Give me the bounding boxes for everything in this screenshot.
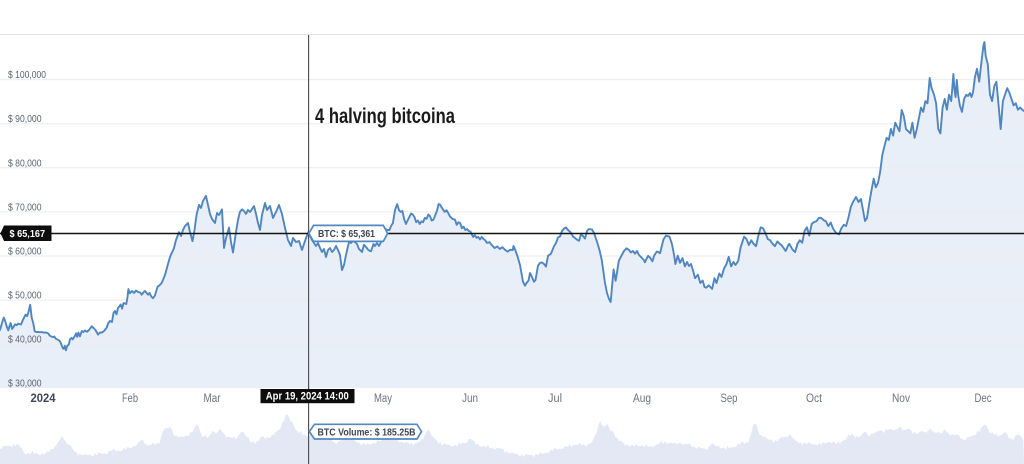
svg-text:$ 60,000: $ 60,000 — [8, 246, 42, 258]
svg-text:2024: 2024 — [31, 391, 56, 405]
svg-text:$ 70,000: $ 70,000 — [8, 201, 42, 213]
svg-text:Jun: Jun — [462, 393, 478, 405]
svg-text:Jul: Jul — [548, 393, 562, 405]
svg-text:$ 30,000: $ 30,000 — [8, 377, 42, 389]
svg-text:Feb: Feb — [122, 393, 138, 405]
svg-text:$ 100,000: $ 100,000 — [8, 69, 46, 81]
svg-text:May: May — [374, 393, 392, 405]
svg-text:$ 65,167: $ 65,167 — [10, 228, 46, 240]
svg-text:BTC: $ 65,361: BTC: $ 65,361 — [318, 229, 375, 240]
svg-text:Mar: Mar — [204, 393, 221, 405]
svg-text:$ 40,000: $ 40,000 — [8, 334, 42, 346]
svg-text:4 halving bitcoina: 4 halving bitcoina — [315, 105, 455, 128]
svg-text:Oct: Oct — [806, 393, 823, 405]
svg-text:Sep: Sep — [721, 393, 738, 405]
svg-text:$ 50,000: $ 50,000 — [8, 290, 42, 302]
svg-text:Aug: Aug — [633, 393, 651, 405]
svg-text:$ 90,000: $ 90,000 — [8, 113, 42, 125]
svg-text:$ 80,000: $ 80,000 — [8, 157, 42, 169]
svg-text:Apr 19, 2024 14:00: Apr 19, 2024 14:00 — [266, 391, 349, 403]
svg-text:Dec: Dec — [975, 393, 992, 405]
svg-text:BTC Volume: $ 185.25B: BTC Volume: $ 185.25B — [318, 427, 416, 438]
svg-text:Nov: Nov — [892, 393, 910, 405]
